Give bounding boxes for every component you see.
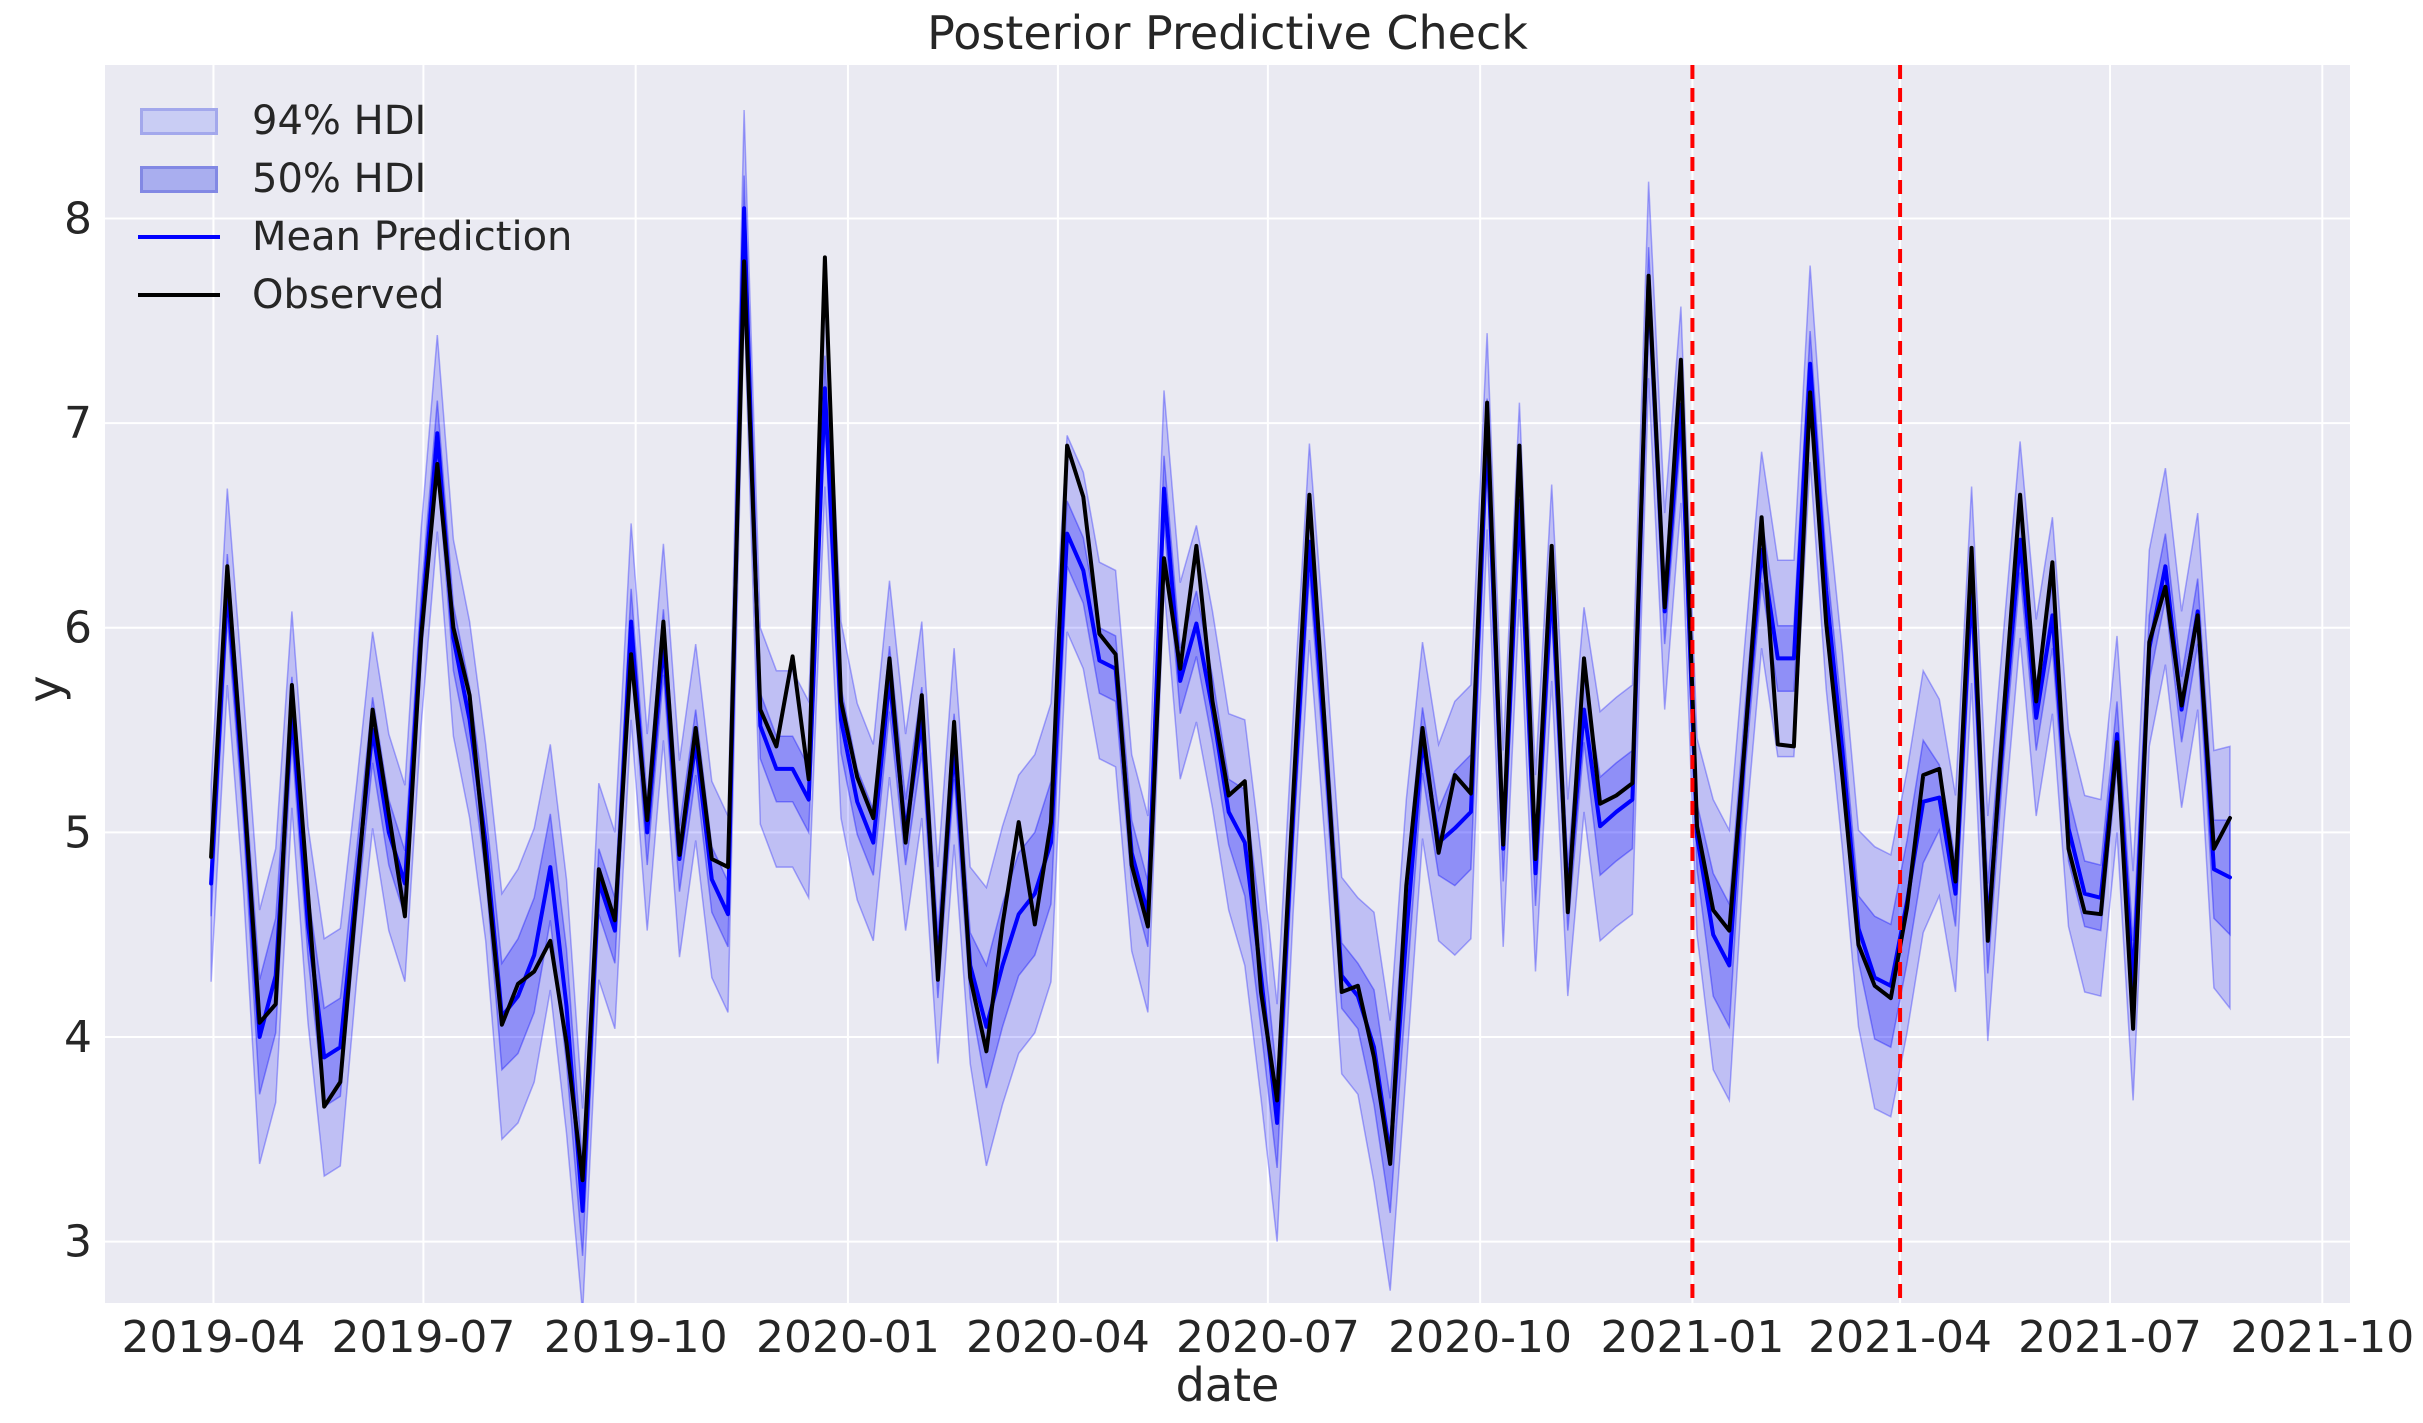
- observed-line: [209, 255, 2232, 1183]
- x-axis-label: date: [1175, 1358, 1280, 1412]
- y-tick-label: 5: [64, 807, 92, 858]
- y-tick-label: 8: [64, 194, 92, 245]
- x-tick-label: 2020-01: [756, 1312, 940, 1363]
- y-axis-label: y: [18, 675, 72, 703]
- legend: 94% HDI 50% HDI Mean Prediction Observed: [138, 92, 572, 324]
- hdi94-patch-icon: [138, 107, 220, 135]
- hdi-50-band: [210, 175, 2231, 1256]
- gridlines: [105, 65, 2350, 1303]
- legend-label: Mean Prediction: [252, 214, 573, 260]
- legend-item-observed: Observed: [138, 266, 572, 324]
- tick-labels: 2019-04 2019-07 2019-10 2020-01 2020-04 2020-…: [64, 194, 2414, 1364]
- chart-title: Posterior Predictive Check: [927, 6, 1528, 60]
- y-tick-label: 3: [64, 1217, 92, 1268]
- x-tick-label: 2020-10: [1388, 1312, 1572, 1363]
- hdi50-patch-icon: [138, 165, 220, 193]
- observed-line-icon: [138, 293, 220, 297]
- x-tick-label: 2021-04: [1808, 1312, 1992, 1363]
- x-tick-label: 2021-01: [1600, 1312, 1784, 1363]
- hdi-94-band: [210, 109, 2231, 1303]
- x-tick-label: 2019-07: [331, 1312, 515, 1363]
- mean-line-icon: [138, 235, 220, 239]
- legend-label: 50% HDI: [252, 156, 427, 202]
- x-tick-label: 2019-04: [121, 1312, 305, 1363]
- y-tick-label: 4: [64, 1012, 92, 1063]
- legend-item-mean-prediction: Mean Prediction: [138, 208, 572, 266]
- legend-label: Observed: [252, 272, 445, 318]
- x-tick-label: 2019-10: [544, 1312, 728, 1363]
- x-tick-label: 2020-04: [966, 1312, 1150, 1363]
- x-tick-label: 2020-07: [1176, 1312, 1360, 1363]
- x-tick-label: 2021-07: [2018, 1312, 2202, 1363]
- legend-item-50-hdi: 50% HDI: [138, 150, 572, 208]
- legend-item-94-hdi: 94% HDI: [138, 92, 572, 150]
- y-tick-label: 6: [64, 603, 92, 654]
- x-tick-label: 2021-10: [2230, 1312, 2414, 1363]
- legend-label: 94% HDI: [252, 98, 427, 144]
- y-tick-label: 7: [64, 398, 92, 449]
